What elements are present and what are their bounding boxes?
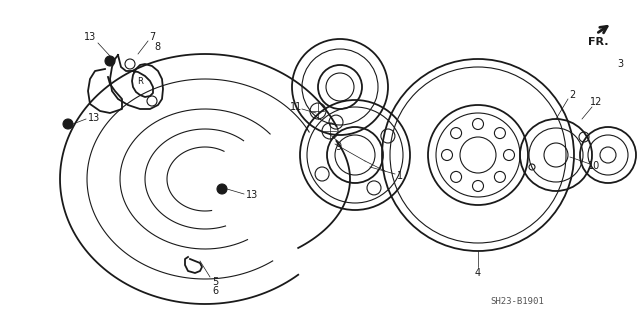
- Text: 11: 11: [290, 102, 302, 112]
- Text: 6: 6: [212, 286, 218, 296]
- Text: 13: 13: [84, 32, 96, 42]
- Text: 13: 13: [246, 190, 258, 200]
- Circle shape: [63, 119, 73, 129]
- Text: 10: 10: [588, 161, 600, 171]
- Text: 7: 7: [149, 32, 155, 42]
- Text: 3: 3: [617, 59, 623, 69]
- Text: 13: 13: [88, 113, 100, 123]
- Text: 9: 9: [335, 142, 341, 152]
- Text: 1: 1: [397, 171, 403, 181]
- Text: 12: 12: [590, 97, 602, 107]
- Circle shape: [217, 184, 227, 194]
- Text: R: R: [137, 77, 143, 85]
- Text: 5: 5: [212, 277, 218, 287]
- Text: 2: 2: [569, 90, 575, 100]
- Text: SH23-B1901: SH23-B1901: [490, 296, 544, 306]
- Text: 4: 4: [475, 268, 481, 278]
- Text: 8: 8: [154, 42, 160, 52]
- Circle shape: [105, 56, 115, 66]
- Text: FR.: FR.: [588, 37, 609, 47]
